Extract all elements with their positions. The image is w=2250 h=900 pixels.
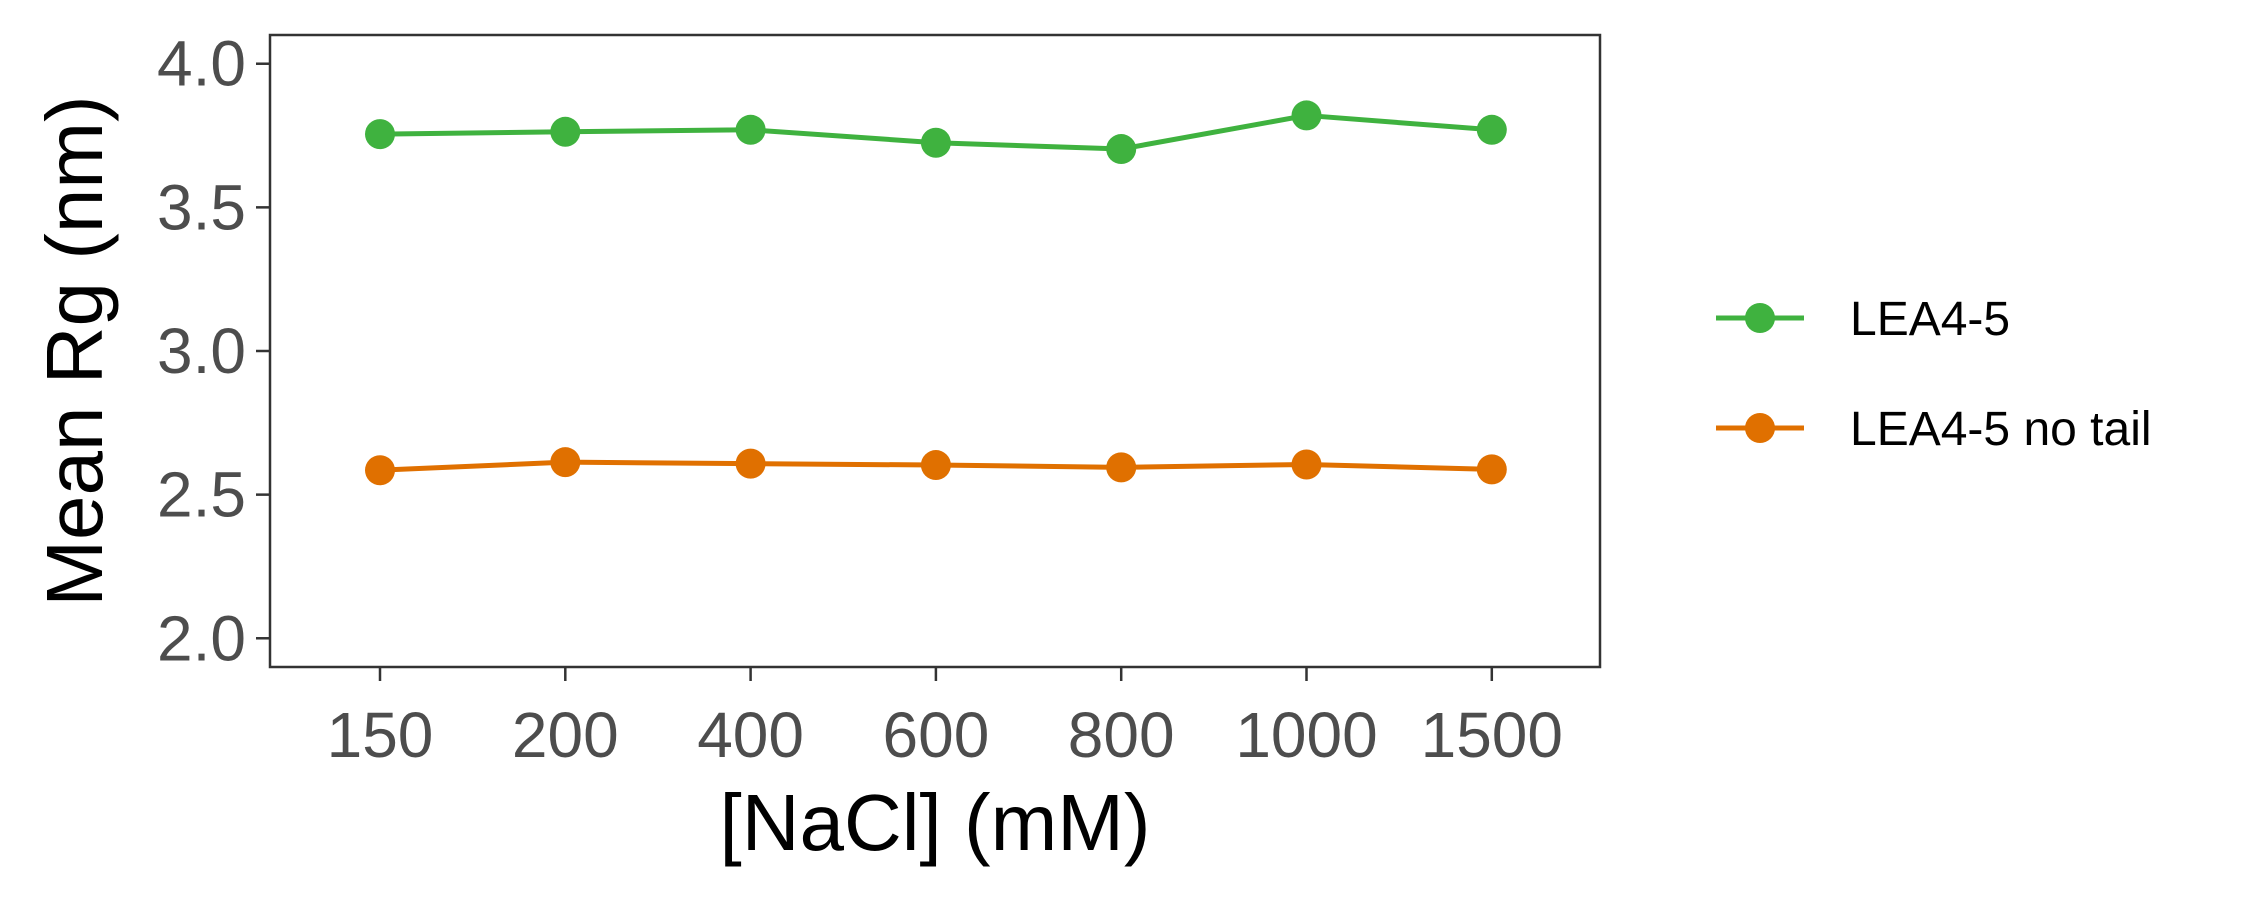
data-point [1476,454,1507,485]
x-axis-title: [NaCl] (mM) [719,778,1150,867]
x-tick-label: 800 [1068,699,1175,771]
y-tick-label: 3.0 [157,315,246,387]
series-2 [365,447,1507,486]
data-point [920,127,951,158]
y-axis: 2.0 2.5 3.0 3.5 4.0 [157,28,270,674]
data-point [550,447,581,478]
legend-item: LEA4-5 no tail [1716,403,2152,456]
x-tick-label: 200 [512,699,619,771]
data-point [550,116,581,147]
x-tick-label: 1000 [1235,699,1377,771]
x-tick-label: 1500 [1421,699,1563,771]
data-point [735,114,766,145]
series-layer [365,100,1507,486]
y-tick-label: 4.0 [157,28,246,100]
data-point [365,455,395,486]
y-tick-label: 3.5 [157,171,246,243]
series-1 [365,100,1507,165]
data-point [365,119,395,150]
data-point [1476,114,1507,145]
x-tick-label: 150 [327,699,434,771]
x-tick-label: 400 [697,699,804,771]
y-axis-title: Mean Rg (nm) [30,95,119,606]
data-point [920,450,951,481]
legend-item: LEA4-5 [1716,293,2010,346]
data-point [1106,134,1137,165]
data-point [1291,449,1322,480]
legend-label: LEA4-5 no tail [1850,403,2152,456]
data-point [735,448,766,479]
legend-label: LEA4-5 [1850,293,2010,346]
data-point [1106,452,1137,483]
x-tick-label: 600 [883,699,990,771]
legend-key-point [1745,303,1775,333]
y-tick-label: 2.0 [157,602,246,674]
legend-key-point [1745,413,1775,443]
x-axis: 150 200 400 600 800 1000 1500 [327,667,1563,771]
data-point [1291,100,1322,131]
legend: LEA4-5 LEA4-5 no tail [1716,293,2152,456]
y-tick-label: 2.5 [157,459,246,531]
